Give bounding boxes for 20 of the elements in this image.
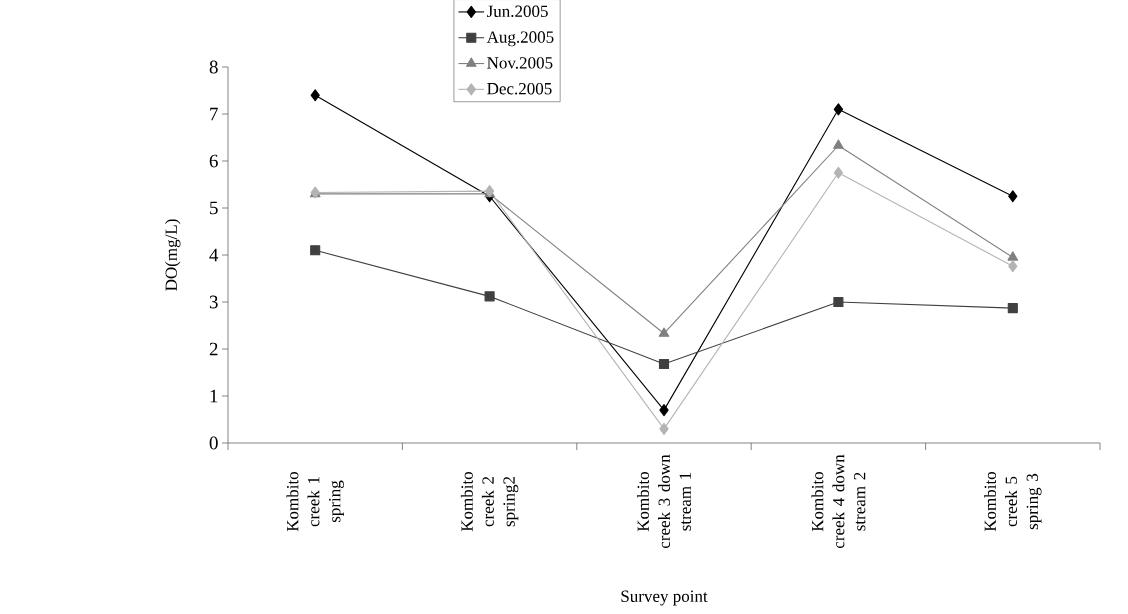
legend-label: Aug.2005	[486, 31, 554, 47]
y-tick-label: 4	[209, 248, 219, 262]
y-tick-label: 2	[209, 342, 218, 356]
y-tick-label: 7	[210, 107, 218, 121]
y-tick-label: 6	[209, 154, 218, 168]
y-tick-label: 3	[209, 295, 218, 309]
y-tick-label: 8	[209, 60, 218, 74]
y-tick-label: 1	[210, 389, 218, 403]
legend-label: Jun.2005	[487, 5, 548, 18]
legend-label: Dec.2005	[487, 82, 552, 95]
x-tick-label: Kombito creek 1 spring	[286, 471, 344, 532]
x-tick-label: Kombito creek 5 spring 3	[984, 471, 1042, 532]
y-tick-label: 5	[210, 201, 218, 215]
x-tick-label: Kombito creek 3 down stream 1	[637, 454, 691, 549]
x-tick-label: Kombito creek 4 down stream 2	[811, 454, 866, 549]
x-axis-title: Survey point	[621, 590, 708, 606]
legend-label: Nov.2005	[487, 57, 553, 69]
y-axis-title: DO(mg/L)	[165, 219, 181, 291]
y-tick-label: 0	[209, 436, 218, 450]
x-tick-label: Kombito creek 2 spring2	[460, 471, 519, 532]
